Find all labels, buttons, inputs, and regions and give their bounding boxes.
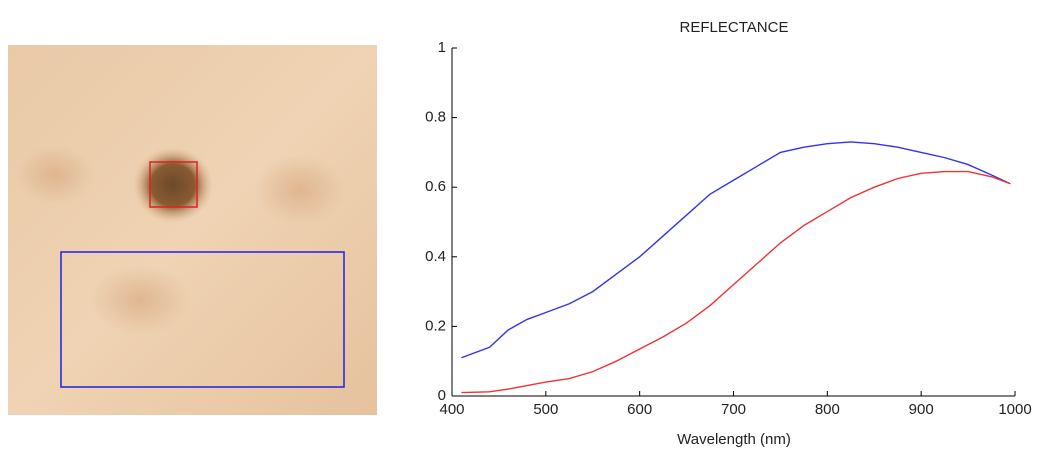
x-tick-label: 800	[815, 401, 840, 418]
y-tick-label: 0.4	[425, 248, 446, 265]
skin-roi	[60, 251, 345, 388]
chart-title: REFLECTANCE	[680, 19, 789, 36]
skin-blotch	[255, 155, 345, 225]
x-tick-label: 600	[627, 401, 652, 418]
lesion-roi	[149, 161, 198, 208]
series-line	[461, 170, 1011, 394]
x-tick-label: 400	[439, 401, 464, 418]
skin-blotch	[15, 145, 95, 205]
y-tick-label: 0.6	[425, 178, 446, 195]
x-axis-label: Wavelength (nm)	[677, 431, 791, 448]
skin-photo	[8, 45, 377, 415]
y-tick-label: 0.8	[425, 109, 446, 126]
y-tick-label: 0	[438, 387, 446, 404]
skin-image	[8, 45, 377, 415]
y-tick-label: 1	[438, 39, 446, 56]
x-tick-label: 1000	[998, 401, 1031, 418]
x-tick-label: 700	[721, 401, 746, 418]
x-tick-label: 500	[533, 401, 558, 418]
lesion	[133, 147, 213, 223]
x-tick-label: 900	[909, 401, 934, 418]
skin-blotch	[90, 265, 190, 335]
y-tick-label: 0.2	[425, 317, 446, 334]
series-line	[461, 141, 1011, 359]
